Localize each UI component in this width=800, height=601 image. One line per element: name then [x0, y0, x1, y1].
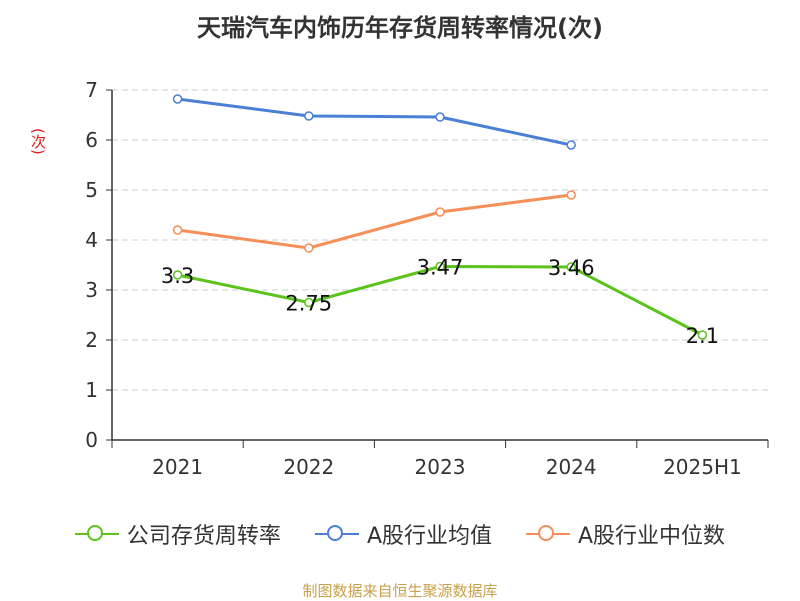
- data-point: [304, 111, 314, 121]
- data-label: 3.46: [548, 256, 595, 280]
- data-label: 3.47: [417, 256, 464, 280]
- data-point: [566, 140, 576, 150]
- legend-item-median[interactable]: A股行业中位数: [526, 518, 725, 550]
- legend: 公司存货周转率 A股行业均值 A股行业中位数: [0, 518, 800, 550]
- legend-label: 公司存货周转率: [126, 524, 281, 549]
- legend-line-icon: [74, 524, 119, 544]
- data-point: [435, 261, 445, 272]
- data-point: [304, 297, 314, 308]
- data-label: 2.75: [285, 292, 332, 316]
- data-point: [435, 112, 445, 122]
- data-point: [172, 270, 183, 280]
- y-tick-label: 2: [85, 328, 98, 352]
- data-point: [435, 207, 445, 217]
- data-point: [566, 190, 576, 200]
- legend-label: A股行业中位数: [578, 524, 726, 549]
- x-tick-label: 2022: [283, 455, 334, 479]
- data-point: [697, 330, 708, 340]
- data-label: 3.3: [161, 264, 194, 288]
- y-tick-label: 5: [85, 178, 98, 202]
- series-group: [172, 94, 708, 340]
- grid-lines: [112, 89, 768, 391]
- axes: 0 1 2 3 4 5 6 7 2021 2022 2023 2024 2025H1: [85, 78, 769, 479]
- data-point: [172, 94, 183, 104]
- data-labels: 3.3 2.75 3.47 3.46 2.1: [161, 256, 719, 349]
- y-tick-label: 3: [85, 278, 98, 302]
- source-note: 制图数据来自恒生聚源数据库: [302, 582, 498, 600]
- x-tick-label: 2025H1: [663, 455, 742, 479]
- data-label: 2.1: [686, 324, 719, 348]
- legend-line-icon: [314, 524, 359, 544]
- legend-item-company[interactable]: 公司存货周转率: [74, 518, 281, 550]
- x-tick-label: 2021: [152, 455, 203, 479]
- y-tick-label: 0: [85, 428, 98, 452]
- legend-label: A股行业均值: [366, 524, 492, 549]
- data-point: [566, 262, 576, 272]
- chart-title: 天瑞汽车内饰历年存货周转率情况(次): [197, 14, 603, 42]
- x-tick-label: 2023: [415, 455, 466, 479]
- y-axis-label: (次): [29, 128, 47, 155]
- y-tick-label: 4: [85, 228, 98, 252]
- x-tick-label: 2024: [546, 455, 597, 479]
- data-point: [172, 225, 183, 235]
- legend-line-icon: [526, 524, 570, 544]
- series-line: [177, 193, 572, 250]
- y-tick-label: 7: [85, 78, 98, 102]
- data-point: [304, 243, 314, 253]
- y-tick-label: 1: [85, 378, 98, 402]
- legend-item-mean[interactable]: A股行业均值: [314, 518, 492, 550]
- y-tick-label: 6: [85, 128, 98, 152]
- series-line: [177, 97, 572, 147]
